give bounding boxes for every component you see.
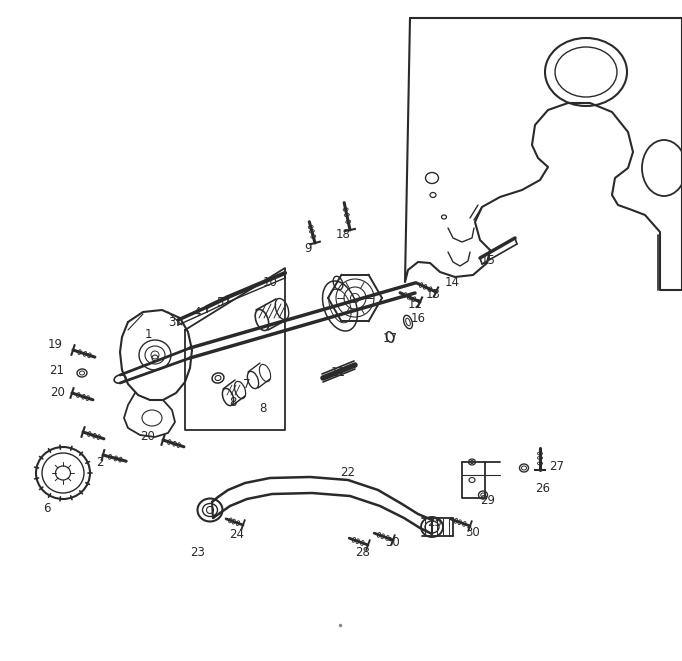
Text: 21: 21 [50,364,65,377]
Text: 30: 30 [466,527,480,539]
Text: 16: 16 [411,311,426,325]
Text: 18: 18 [336,229,351,241]
Text: 17: 17 [383,332,398,344]
Text: 19: 19 [48,338,63,352]
Text: 4: 4 [193,307,201,319]
Text: 14: 14 [445,276,460,290]
Text: 15: 15 [481,254,495,266]
Text: 12: 12 [408,299,423,311]
Text: 23: 23 [190,547,205,559]
Text: 11: 11 [331,366,346,379]
Text: 22: 22 [340,467,355,479]
Text: 8: 8 [229,397,237,410]
Text: 28: 28 [355,547,370,559]
Text: 20: 20 [50,385,65,399]
Text: 26: 26 [535,481,550,494]
Text: 25: 25 [428,516,443,529]
Text: 24: 24 [230,529,245,541]
Text: 9: 9 [304,241,312,254]
Text: 10: 10 [263,276,278,288]
Text: 30: 30 [385,537,400,549]
Text: 27: 27 [550,461,565,473]
Text: 7: 7 [243,379,251,391]
Text: 20: 20 [140,430,155,444]
Text: 13: 13 [426,288,441,301]
Text: 3: 3 [168,315,176,329]
Text: 29: 29 [481,494,496,506]
Text: 8: 8 [259,401,267,414]
Text: 2: 2 [96,455,104,469]
Text: 6: 6 [43,502,50,514]
Text: 1: 1 [145,329,152,342]
Text: 5: 5 [216,295,224,309]
